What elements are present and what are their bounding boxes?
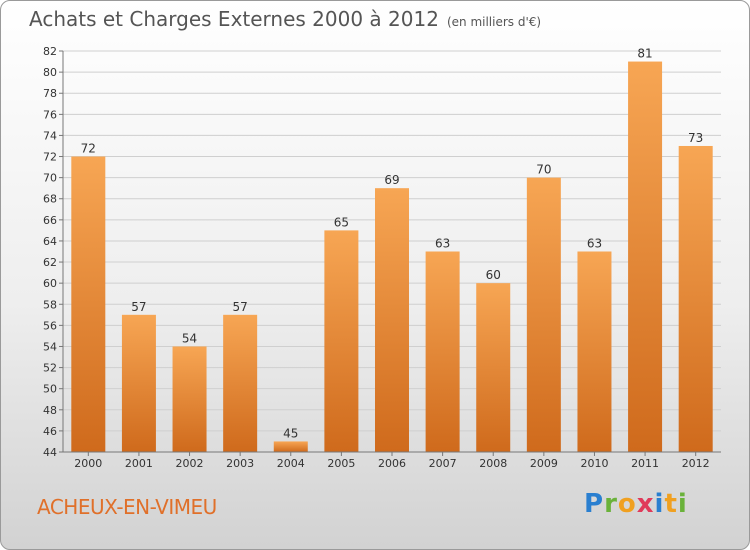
x-tick-label: 2012 [682, 457, 710, 470]
y-tick-label: 70 [43, 172, 57, 185]
proxiti-logo: Proxiti [584, 489, 688, 519]
bar-value-label: 45 [283, 426, 298, 440]
bar-value-label: 57 [131, 300, 146, 314]
logo-letter: i [654, 489, 665, 519]
y-tick-label: 68 [43, 193, 57, 206]
y-tick-label: 52 [43, 362, 57, 375]
bar-value-label: 72 [81, 142, 96, 156]
x-tick-label: 2011 [631, 457, 659, 470]
x-tick-label: 2006 [378, 457, 406, 470]
bar-value-label: 69 [384, 173, 399, 187]
y-tick-label: 50 [43, 383, 57, 396]
x-tick-label: 2005 [327, 457, 355, 470]
bar [223, 314, 258, 452]
bar-value-label: 81 [637, 47, 652, 61]
x-tick-label: 2008 [479, 457, 507, 470]
bar-value-label: 65 [334, 215, 349, 229]
y-tick-label: 74 [43, 129, 57, 142]
bar [375, 188, 409, 452]
x-tick-label: 2001 [125, 457, 153, 470]
y-tick-label: 82 [43, 45, 57, 58]
y-tick-label: 46 [43, 425, 57, 438]
x-tick-label: 2007 [429, 457, 457, 470]
y-tick-label: 58 [43, 298, 57, 311]
bar-value-label: 63 [587, 237, 602, 251]
x-tick-label: 2002 [176, 457, 204, 470]
x-tick-label: 2003 [226, 457, 254, 470]
y-tick-label: 54 [43, 340, 57, 353]
bar [476, 283, 511, 452]
y-tick-label: 66 [43, 214, 57, 227]
bar-value-label: 63 [435, 237, 450, 251]
y-tick-label: 48 [43, 404, 57, 417]
y-tick-label: 56 [43, 319, 57, 332]
bar-value-label: 54 [182, 331, 197, 345]
y-tick-label: 80 [43, 66, 57, 79]
chart-title: Achats et Charges Externes 2000 à 2012 (e… [29, 7, 541, 31]
x-tick-label: 2010 [580, 457, 608, 470]
y-tick-label: 60 [43, 277, 57, 290]
y-tick-label: 44 [43, 446, 57, 459]
bar-value-label: 73 [688, 131, 703, 145]
bar [678, 145, 713, 452]
chart-title-text: Achats et Charges Externes 2000 à 2012 [29, 7, 439, 31]
x-tick-label: 2004 [277, 457, 305, 470]
logo-letter: x [636, 489, 655, 519]
y-tick-label: 76 [43, 108, 57, 121]
y-tick-label: 78 [43, 87, 57, 100]
bar [324, 230, 359, 452]
logo-letter: i [677, 489, 688, 519]
y-tick-label: 62 [43, 256, 57, 269]
bar [425, 251, 460, 452]
y-tick-label: 72 [43, 151, 57, 164]
unit-label: (en milliers d'€) [446, 15, 542, 29]
bar [628, 61, 663, 452]
bar [172, 346, 207, 452]
logo-letter: t [664, 489, 678, 519]
town-name: ACHEUX-EN-VIMEU [37, 495, 217, 519]
logo-letter: P [584, 489, 605, 519]
bar-value-label: 60 [486, 268, 501, 282]
x-tick-label: 2009 [530, 457, 558, 470]
labels: 72 57 54 57 45 65 69 63 60 70 63 81 73 [81, 47, 704, 441]
bar [577, 251, 612, 452]
bar-value-label: 70 [536, 163, 551, 177]
bars [71, 61, 713, 453]
bar-value-label: 57 [233, 300, 248, 314]
bar [273, 441, 308, 452]
logo-letter: r [604, 489, 618, 519]
bar [121, 314, 156, 452]
bar [71, 156, 106, 453]
bar [526, 177, 561, 452]
x-tick-label: 2000 [74, 457, 102, 470]
axes: 44 46 48 50 52 54 56 58 60 62 64 66 68 70 72 74 76 78 80 82… [43, 45, 721, 470]
logo-letter: o [617, 489, 637, 519]
y-tick-label: 64 [43, 235, 57, 248]
